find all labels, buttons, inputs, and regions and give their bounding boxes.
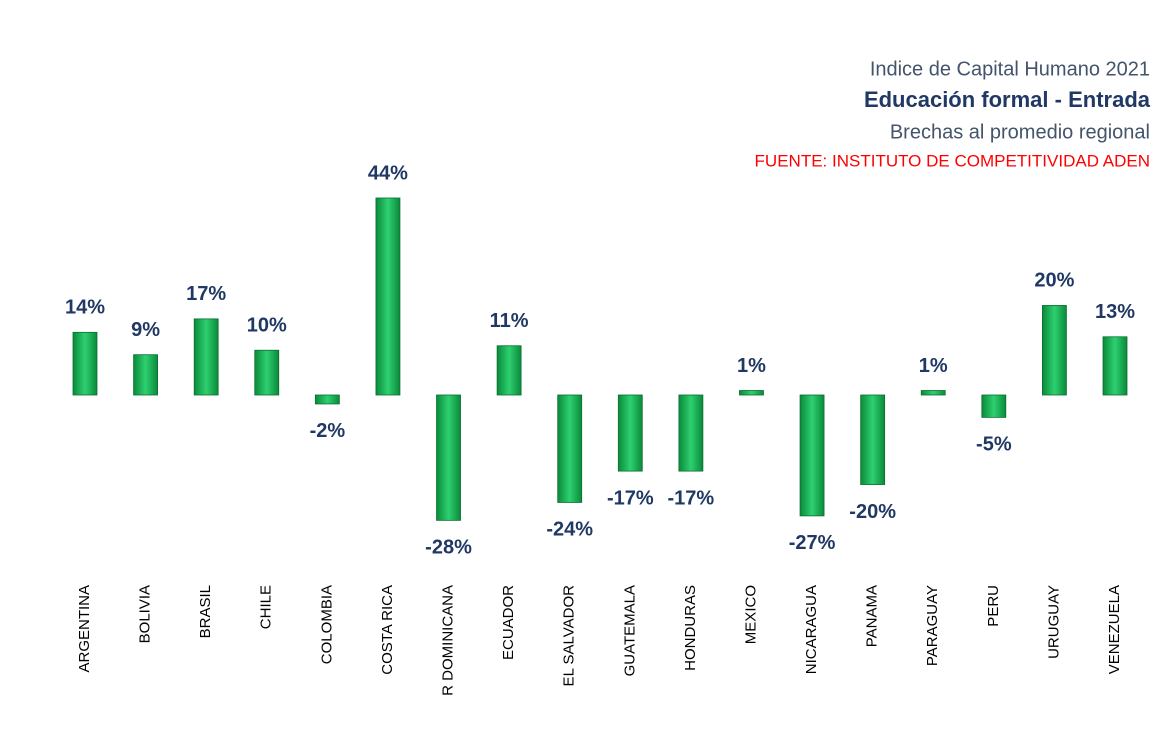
value-label: 9%: [131, 319, 160, 341]
bar: [133, 354, 158, 396]
bar: [557, 394, 583, 503]
value-label: 11%: [490, 310, 529, 332]
bar: [981, 394, 1007, 418]
value-label: 1%: [737, 355, 766, 377]
value-label: -17%: [607, 487, 654, 509]
x-tick-label: GUATEMALA: [621, 585, 638, 676]
bar: [739, 390, 764, 396]
x-tick-label: BOLIVIA: [137, 585, 154, 643]
bar: [72, 331, 98, 396]
value-label: 20%: [1034, 270, 1074, 292]
x-tick-label: PERU: [985, 585, 1002, 627]
bar: [496, 345, 522, 396]
x-tick-label: VENEZUELA: [1106, 585, 1123, 674]
bar: [920, 390, 946, 396]
value-label: -2%: [310, 420, 346, 442]
value-label: -28%: [425, 537, 472, 559]
chart-title: Indice de Capital Humano 2021: [870, 58, 1150, 80]
bar: [375, 197, 401, 396]
value-label: -24%: [546, 519, 593, 541]
x-tick-label: MEXICO: [742, 585, 759, 644]
bar: [799, 394, 825, 517]
x-tick-label: COLOMBIA: [318, 585, 335, 664]
x-tick-label: EL SALVADOR: [561, 585, 578, 687]
chart-subtitle: Brechas al promedio regional: [890, 121, 1150, 143]
x-tick-label: BRASIL: [197, 585, 214, 638]
value-label: -20%: [849, 501, 896, 523]
value-label: 14%: [65, 297, 105, 319]
source-note: FUENTE: INSTITUTO DE COMPETITIVIDAD ADEN: [755, 151, 1150, 170]
value-label: 1%: [919, 355, 948, 377]
chart-subtitle: Educación formal - Entrada: [864, 87, 1151, 112]
bar: [436, 394, 461, 521]
value-label: -17%: [668, 487, 715, 509]
value-label: -5%: [976, 434, 1012, 456]
x-tick-label: URUGUAY: [1045, 585, 1062, 659]
bar: [1102, 336, 1128, 396]
value-label: -27%: [789, 532, 836, 554]
x-tick-label: NICARAGUA: [803, 585, 820, 674]
bar: [678, 394, 704, 472]
x-tick-label: PANAMA: [864, 585, 881, 647]
x-tick-label: HONDURAS: [682, 585, 699, 671]
value-label: 44%: [368, 162, 408, 184]
bar: [314, 394, 340, 405]
value-label: 13%: [1095, 301, 1135, 323]
x-tick-label: CHILE: [258, 585, 275, 629]
value-label: 17%: [186, 283, 226, 305]
bar: [617, 394, 643, 472]
x-tick-label: R DOMINICANA: [439, 585, 456, 696]
bar: [1042, 305, 1067, 396]
x-tick-label: COSTA RICA: [379, 585, 396, 675]
bar: [254, 349, 280, 396]
value-label: 10%: [247, 315, 287, 337]
x-tick-label: PARAGUAY: [924, 585, 941, 666]
x-tick-label: ARGENTINA: [76, 585, 93, 673]
bar: [860, 394, 886, 485]
x-tick-label: ECUADOR: [500, 585, 517, 660]
bar: [193, 318, 219, 396]
